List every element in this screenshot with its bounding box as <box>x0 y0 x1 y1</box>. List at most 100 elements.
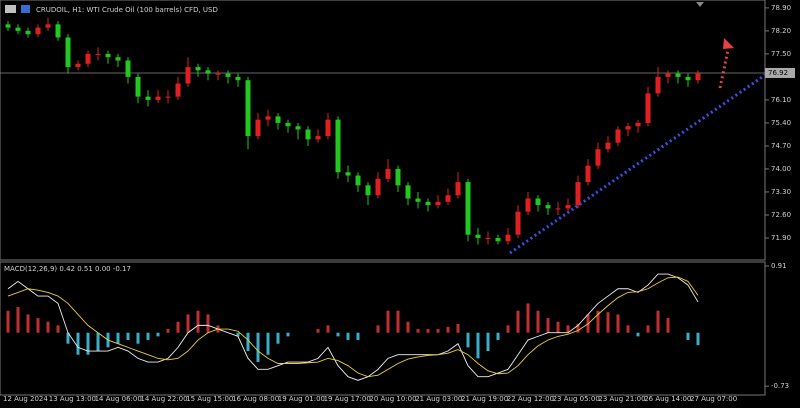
histogram-bar <box>486 332 490 352</box>
y-tick-label: -0.73 <box>771 382 789 390</box>
histogram-bar <box>316 329 320 333</box>
candle-body <box>255 119 261 137</box>
histogram-bar <box>26 314 30 333</box>
candle-body <box>115 57 121 61</box>
menu-icon[interactable] <box>5 5 16 13</box>
y-tick-label: 71.90 <box>771 234 791 242</box>
candle-body <box>475 234 481 238</box>
candle-body <box>235 76 241 81</box>
candle-body <box>635 122 641 127</box>
histogram-bar <box>646 325 650 333</box>
candle-body <box>535 198 541 206</box>
x-tick-label: 14 Aug 06:00 <box>95 395 142 403</box>
candle-body <box>615 129 621 143</box>
main-line <box>7 273 699 381</box>
histogram-bar <box>246 332 250 352</box>
candle-body <box>195 67 201 71</box>
histogram-bar <box>396 310 400 333</box>
histogram-bar <box>36 318 40 333</box>
histogram-bar <box>546 318 550 333</box>
candle-body <box>645 93 651 123</box>
candle-body <box>555 208 561 210</box>
histogram-bar <box>566 325 570 333</box>
candle-body <box>285 122 291 127</box>
candle-body <box>335 119 341 173</box>
histogram-bar <box>276 332 280 344</box>
histogram-bar <box>346 332 350 341</box>
chart-icon[interactable] <box>21 5 30 13</box>
y-tick-label: 72.60 <box>771 211 791 219</box>
histogram-bar <box>56 325 60 333</box>
histogram-bar <box>356 332 360 341</box>
candle-body <box>665 73 671 77</box>
candle-body <box>345 172 351 176</box>
macd-title: MACD(12,26,9) 0.42 0.51 0.00 -0.17 <box>4 265 131 273</box>
histogram-bar <box>626 325 630 333</box>
histogram-bar <box>266 332 270 355</box>
histogram-bar <box>406 321 410 333</box>
candle-body <box>25 30 31 35</box>
x-tick-label: 14 Aug 22:00 <box>140 395 187 403</box>
histogram-bar <box>456 323 460 333</box>
x-tick-label: 27 Aug 07:00 <box>690 395 737 403</box>
candle-body <box>495 237 501 242</box>
x-tick-label: 12 Aug 2024 <box>3 395 48 403</box>
histogram-bar <box>376 325 380 333</box>
last-price-label: 76.92 <box>768 69 788 77</box>
histogram-bar <box>686 332 690 341</box>
candle-body <box>55 24 61 38</box>
chart-title: CRUDOIL, H1: WTI Crude Oil (100 barrels)… <box>36 6 218 14</box>
candle-body <box>155 96 161 100</box>
y-tick-label: 78.90 <box>771 4 791 12</box>
histogram-bar <box>426 329 430 333</box>
y-tick-label: 77.50 <box>771 50 791 58</box>
histogram-bar <box>326 325 330 333</box>
histogram-bar <box>76 332 80 355</box>
y-tick-label: 75.40 <box>771 119 791 127</box>
candle-body <box>675 73 681 77</box>
histogram-bar <box>256 332 260 363</box>
histogram-bar <box>166 329 170 333</box>
candle-body <box>415 198 421 202</box>
candle-body <box>395 168 401 186</box>
macd-frame <box>0 261 766 396</box>
candle-body <box>375 178 381 196</box>
candle-body <box>695 73 701 81</box>
histogram-bar <box>176 321 180 333</box>
histogram-bar <box>556 321 560 333</box>
candle-body <box>585 165 591 183</box>
x-tick-label: 15 Aug 15:00 <box>186 395 233 403</box>
candle-body <box>85 53 91 64</box>
y-tick-label: 74.00 <box>771 165 791 173</box>
candle-body <box>525 198 531 212</box>
candle-body <box>35 27 41 35</box>
candle-body <box>45 24 51 28</box>
candle-body <box>405 185 411 199</box>
candle-body <box>75 63 81 68</box>
x-tick-label: 23 Aug 05:00 <box>553 395 600 403</box>
histogram-bar <box>136 332 140 344</box>
candle-body <box>65 37 71 68</box>
histogram-bar <box>596 310 600 333</box>
candle-body <box>445 195 451 202</box>
x-tick-label: 16 Aug 08:00 <box>232 395 279 403</box>
candle-body <box>95 53 101 55</box>
candle-body <box>485 237 491 239</box>
shift-marker <box>696 2 704 7</box>
x-tick-label: 19 Aug 01:00 <box>278 395 325 403</box>
histogram-bar <box>126 332 130 341</box>
candle-body <box>505 234 511 242</box>
histogram-bar <box>636 332 640 337</box>
candle-body <box>595 149 601 166</box>
candle-body <box>565 205 571 209</box>
candle-body <box>365 185 371 196</box>
histogram-bar <box>526 303 530 333</box>
arrow-shaft <box>718 49 730 89</box>
candle-body <box>165 96 171 98</box>
histogram-bar <box>616 314 620 333</box>
candle-body <box>105 53 111 58</box>
x-tick-label: 21 Aug 03:00 <box>415 395 462 403</box>
candle-body <box>245 80 251 137</box>
histogram-bar <box>446 326 450 333</box>
histogram-bar <box>66 332 70 344</box>
